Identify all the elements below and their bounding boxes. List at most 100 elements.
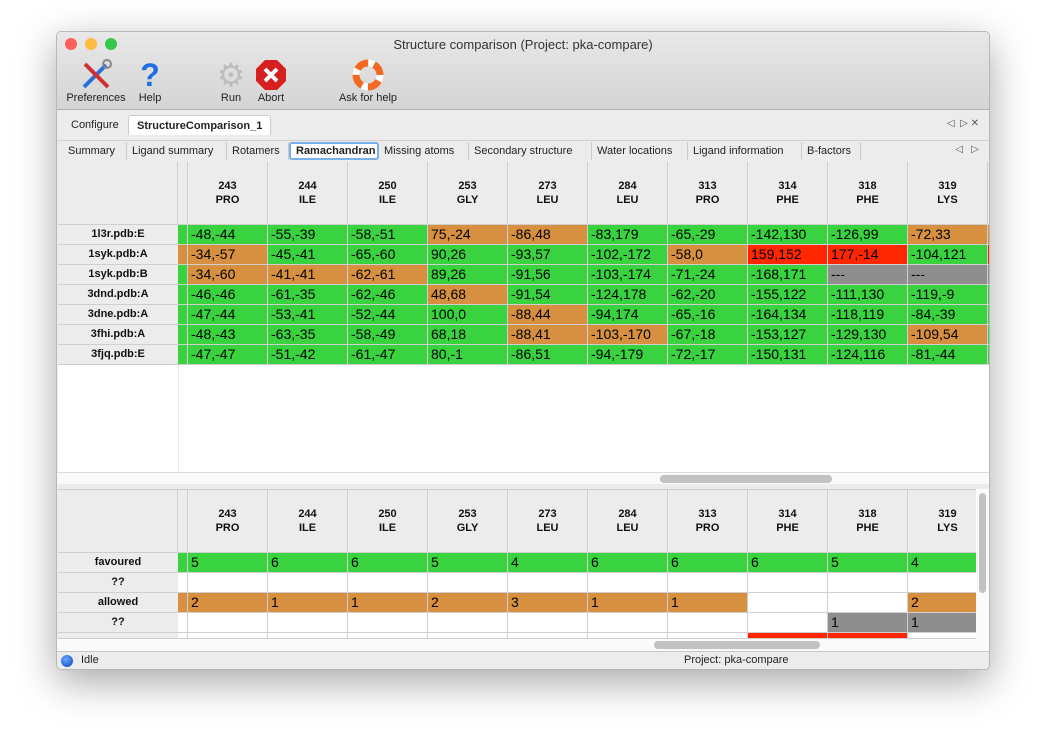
table-cell[interactable] bbox=[428, 633, 508, 639]
column-header[interactable]: 319 LYS bbox=[908, 490, 976, 553]
table-cell[interactable]: 6 bbox=[348, 553, 428, 573]
table-cell[interactable]: 68,18 bbox=[428, 325, 508, 345]
table-cell[interactable] bbox=[188, 613, 268, 633]
table-cell[interactable]: 80,-1 bbox=[428, 345, 508, 365]
help-button[interactable]: ? Help bbox=[133, 57, 167, 105]
column-header[interactable]: 314 PHE bbox=[748, 162, 828, 225]
table-cell[interactable]: 1 bbox=[268, 593, 348, 613]
table-cell[interactable] bbox=[668, 613, 748, 633]
table-cell[interactable] bbox=[508, 613, 588, 633]
table-cell[interactable]: -72,33 bbox=[908, 225, 988, 245]
table-cell[interactable]: -62,-61 bbox=[348, 265, 428, 285]
table-cell[interactable] bbox=[428, 613, 508, 633]
table-cell[interactable]: 2 bbox=[188, 593, 268, 613]
preferences-button[interactable]: Preferences bbox=[63, 58, 129, 104]
table-cell[interactable] bbox=[908, 633, 976, 639]
column-header[interactable]: 273 LEU bbox=[508, 162, 588, 225]
table-cell[interactable]: -164,134 bbox=[748, 305, 828, 325]
table-cell[interactable]: -168,171 bbox=[748, 265, 828, 285]
table-cell[interactable] bbox=[348, 573, 428, 593]
top-horizontal-scrollbar[interactable] bbox=[57, 472, 989, 484]
table-cell[interactable]: 1 bbox=[908, 613, 976, 633]
table-cell[interactable] bbox=[828, 573, 908, 593]
table-cell[interactable]: -58,0 bbox=[668, 245, 748, 265]
table-cell[interactable] bbox=[748, 593, 828, 613]
table-cell[interactable]: -142,130 bbox=[748, 225, 828, 245]
table-cell[interactable]: -109,54 bbox=[908, 325, 988, 345]
table-cell[interactable]: -62,-46 bbox=[348, 285, 428, 305]
table-cell[interactable]: 5 bbox=[428, 553, 508, 573]
table-cell[interactable]: -55,-39 bbox=[268, 225, 348, 245]
column-header[interactable]: 284 LEU bbox=[588, 490, 668, 553]
table-cell[interactable]: 6 bbox=[668, 553, 748, 573]
table-cell[interactable] bbox=[268, 573, 348, 593]
table-cell[interactable]: -86,51 bbox=[508, 345, 588, 365]
subtab-ligand-information[interactable]: Ligand information bbox=[688, 142, 802, 160]
subtab-ramachandran[interactable]: Ramachandran bbox=[289, 142, 379, 160]
table-cell[interactable] bbox=[828, 633, 908, 639]
tab-structurecomparison-1[interactable]: StructureComparison_1 bbox=[128, 115, 272, 135]
table-cell[interactable]: -126,99 bbox=[828, 225, 908, 245]
abort-button[interactable]: Abort bbox=[253, 58, 289, 104]
table-cell[interactable]: -58,-49 bbox=[348, 325, 428, 345]
table-cell[interactable]: 2 bbox=[428, 593, 508, 613]
table-cell[interactable]: -91,56 bbox=[508, 265, 588, 285]
table-cell[interactable] bbox=[588, 633, 668, 639]
table-cell[interactable] bbox=[828, 593, 908, 613]
table-cell[interactable]: 89,26 bbox=[428, 265, 508, 285]
table-cell[interactable]: 5 bbox=[828, 553, 908, 573]
table-cell[interactable]: 6 bbox=[748, 553, 828, 573]
table-cell[interactable]: -94,-179 bbox=[588, 345, 668, 365]
table-cell[interactable]: -65,-16 bbox=[668, 305, 748, 325]
table-cell[interactable]: 1 bbox=[668, 593, 748, 613]
table-cell[interactable]: -88,41 bbox=[508, 325, 588, 345]
subtab-summary[interactable]: Summary bbox=[63, 142, 127, 160]
table-cell[interactable]: 1 bbox=[348, 593, 428, 613]
table-cell[interactable]: -48,-44 bbox=[188, 225, 268, 245]
table-cell[interactable]: 177,-14 bbox=[828, 245, 908, 265]
table-cell[interactable]: -118,119 bbox=[828, 305, 908, 325]
table-cell[interactable]: -93,57 bbox=[508, 245, 588, 265]
vertical-scrollbar-thumb[interactable] bbox=[979, 493, 986, 593]
table-cell[interactable]: -124,178 bbox=[588, 285, 668, 305]
table-cell[interactable] bbox=[748, 573, 828, 593]
close-tab-icon[interactable]: ✕ bbox=[970, 118, 979, 129]
table-cell[interactable] bbox=[588, 573, 668, 593]
column-header[interactable]: 284 LEU bbox=[588, 162, 668, 225]
column-header[interactable]: 319 LYS bbox=[908, 162, 988, 225]
table-cell[interactable]: -103,-170 bbox=[588, 325, 668, 345]
column-header[interactable]: 250 ILE bbox=[348, 490, 428, 553]
subtab-rotamers[interactable]: Rotamers bbox=[227, 142, 289, 160]
column-header[interactable]: 313 PRO bbox=[668, 490, 748, 553]
table-cell[interactable] bbox=[588, 613, 668, 633]
table-cell[interactable]: 1 bbox=[588, 593, 668, 613]
table-cell[interactable] bbox=[188, 633, 268, 639]
column-header[interactable]: 243 PRO bbox=[188, 490, 268, 553]
column-header[interactable]: 250 ILE bbox=[348, 162, 428, 225]
column-header[interactable]: 253 GLY bbox=[428, 490, 508, 553]
subtab-ligand-summary[interactable]: Ligand summary bbox=[127, 142, 227, 160]
table-cell[interactable]: 100,0 bbox=[428, 305, 508, 325]
table-cell[interactable] bbox=[908, 573, 976, 593]
table-cell[interactable]: 6 bbox=[588, 553, 668, 573]
table-cell[interactable] bbox=[508, 633, 588, 639]
table-cell[interactable]: 159,152 bbox=[748, 245, 828, 265]
table-cell[interactable]: -94,174 bbox=[588, 305, 668, 325]
table-cell[interactable] bbox=[428, 573, 508, 593]
minimize-window-button[interactable] bbox=[85, 38, 97, 50]
subtab-b-factors[interactable]: B-factors bbox=[802, 142, 861, 160]
subtab-left-arrow-icon[interactable]: ◁ bbox=[955, 144, 963, 155]
table-cell[interactable]: -86,48 bbox=[508, 225, 588, 245]
run-button[interactable]: ⚙ Run bbox=[213, 57, 249, 104]
table-cell[interactable]: --- bbox=[908, 265, 988, 285]
table-cell[interactable] bbox=[748, 633, 828, 639]
table-cell[interactable]: -84,-39 bbox=[908, 305, 988, 325]
table-cell[interactable]: 3 bbox=[508, 593, 588, 613]
table-cell[interactable]: -47,-44 bbox=[188, 305, 268, 325]
column-header[interactable]: 318 PHE bbox=[828, 162, 908, 225]
bottom-scrollbar-thumb[interactable] bbox=[654, 641, 820, 649]
table-cell[interactable]: 4 bbox=[508, 553, 588, 573]
column-header[interactable]: 313 PRO bbox=[668, 162, 748, 225]
table-cell[interactable]: 5 bbox=[188, 553, 268, 573]
table-cell[interactable]: -65,-29 bbox=[668, 225, 748, 245]
